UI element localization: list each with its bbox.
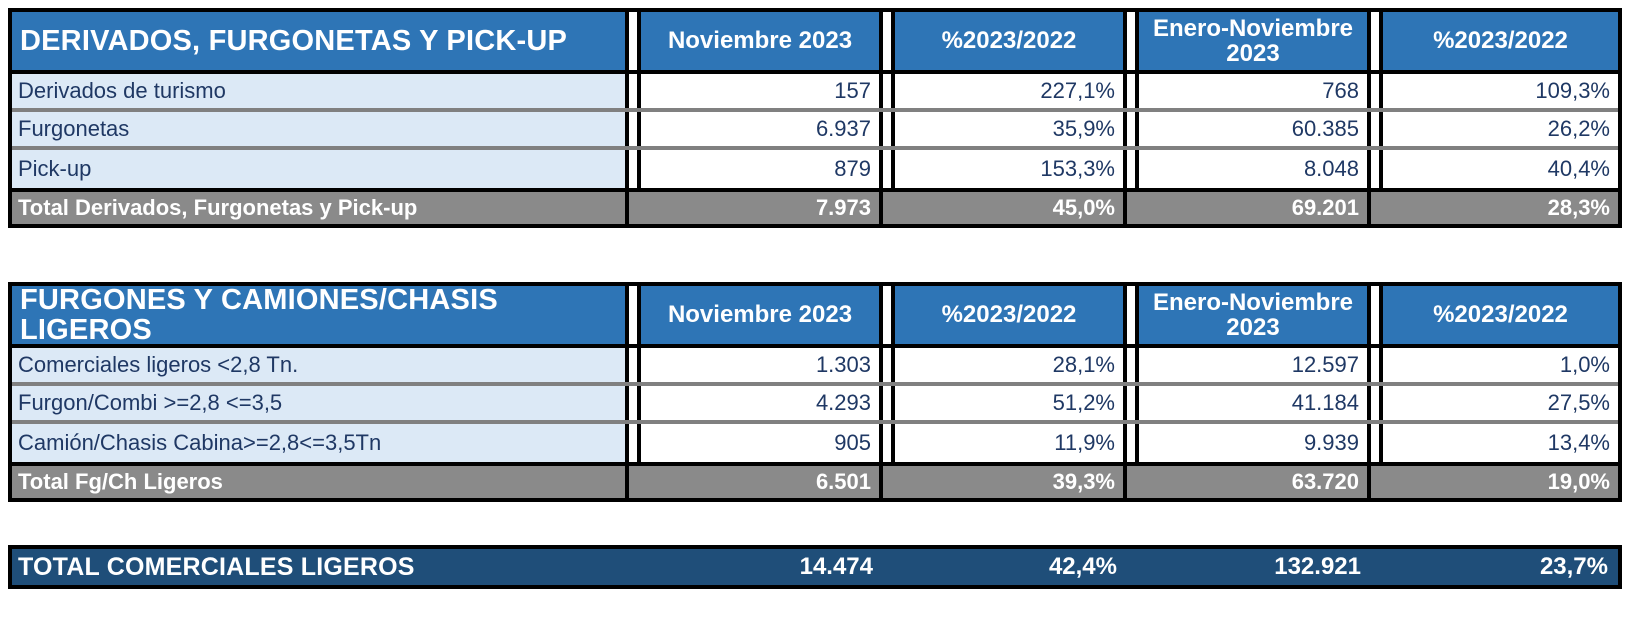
total-row: Total Derivados, Furgonetas y Pick-up 7.… [12, 188, 1618, 224]
cell-value: 153,3% [891, 150, 1127, 188]
table-title: DERIVADOS, FURGONETAS Y PICK-UP [12, 12, 629, 70]
cell-value: 4.293 [637, 386, 883, 420]
cell-value: 51,2% [891, 386, 1127, 420]
cell-value: 41.184 [1135, 386, 1371, 420]
total-value: 6.501 [637, 466, 883, 498]
total-label: Total Derivados, Furgonetas y Pick-up [12, 192, 629, 224]
row-label: Camión/Chasis Cabina>=2,8<=3,5Tn [12, 424, 629, 462]
table-row: Camión/Chasis Cabina>=2,8<=3,5Tn 905 11,… [12, 424, 1618, 462]
cell-value: 12.597 [1135, 348, 1371, 382]
cell-value: 905 [637, 424, 883, 462]
cell-value: 60.385 [1135, 112, 1371, 146]
table-row: Derivados de turismo 157 227,1% 768 109,… [12, 74, 1618, 112]
cell-value: 1,0% [1379, 348, 1618, 382]
table-row: Comerciales ligeros <2,8 Tn. 1.303 28,1%… [12, 348, 1618, 386]
total-row: Total Fg/Ch Ligeros 6.501 39,3% 63.720 1… [12, 462, 1618, 498]
total-value: 28,3% [1547, 195, 1610, 220]
table-derivados-furgonetas-pickup: DERIVADOS, FURGONETAS Y PICK-UP Noviembr… [8, 8, 1622, 228]
row-label: Derivados de turismo [12, 74, 629, 108]
row-label: Furgon/Combi >=2,8 <=3,5 [12, 386, 629, 420]
column-header-noviembre: Noviembre 2023 [637, 286, 883, 344]
total-value: 7.973 [637, 192, 883, 224]
column-header-pct-acumulado: %2023/2022 [1379, 286, 1618, 344]
table-row: Furgon/Combi >=2,8 <=3,5 4.293 51,2% 41.… [12, 386, 1618, 424]
table-header-row: DERIVADOS, FURGONETAS Y PICK-UP Noviembr… [12, 12, 1618, 74]
grand-total-value: 14.474 [799, 553, 873, 580]
cell-value: 35,9% [891, 112, 1127, 146]
grand-total-value: 23,7% [1539, 553, 1608, 580]
total-value: 69.201 [1135, 192, 1371, 224]
cell-value: 879 [637, 150, 883, 188]
column-header-pct-mes: %2023/2022 [891, 286, 1127, 344]
cell-value: 6.937 [637, 112, 883, 146]
cell-value: 227,1% [891, 74, 1127, 108]
table-header-row: FURGONES Y CAMIONES/CHASIS LIGEROS Novie… [12, 284, 1618, 348]
column-header-pct-acumulado: %2023/2022 [1379, 12, 1618, 70]
table-furgones-camiones-chasis: FURGONES Y CAMIONES/CHASIS LIGEROS Novie… [8, 282, 1622, 502]
cell-value: 9.939 [1135, 424, 1371, 462]
cell-value: 40,4% [1379, 150, 1618, 188]
spacer [8, 228, 1622, 282]
grand-total-value: 42,4% [1048, 553, 1117, 580]
grand-total-bar: TOTAL COMERCIALES LIGEROS 14.474 42,4% 1… [8, 545, 1622, 589]
total-value: 19,0% [1547, 469, 1610, 494]
grand-total-label: TOTAL COMERCIALES LIGEROS [18, 552, 415, 581]
cell-value: 768 [1135, 74, 1371, 108]
total-value: 45,0% [891, 192, 1127, 224]
table-row: Furgonetas 6.937 35,9% 60.385 26,2% [12, 112, 1618, 150]
cell-value: 27,5% [1379, 386, 1618, 420]
total-value: 63.720 [1135, 466, 1371, 498]
table-row: Pick-up 879 153,3% 8.048 40,4% [12, 150, 1618, 188]
report-page: DERIVADOS, FURGONETAS Y PICK-UP Noviembr… [8, 8, 1622, 589]
cell-value: 8.048 [1135, 150, 1371, 188]
cell-value: 109,3% [1379, 74, 1618, 108]
total-label: Total Fg/Ch Ligeros [12, 466, 629, 498]
column-header-noviembre: Noviembre 2023 [637, 12, 883, 70]
cell-value: 13,4% [1379, 424, 1618, 462]
table-title: FURGONES Y CAMIONES/CHASIS LIGEROS [12, 284, 629, 345]
cell-value: 157 [637, 74, 883, 108]
column-header-pct-mes: %2023/2022 [891, 12, 1127, 70]
cell-value: 1.303 [637, 348, 883, 382]
column-header-acumulado: Enero-Noviembre 2023 [1135, 286, 1371, 344]
grand-total-value: 132.921 [1274, 553, 1361, 580]
cell-value: 26,2% [1379, 112, 1618, 146]
total-value: 39,3% [891, 466, 1127, 498]
cell-value: 11,9% [891, 424, 1127, 462]
column-header-acumulado: Enero-Noviembre 2023 [1135, 12, 1371, 70]
spacer [8, 502, 1622, 545]
row-label: Pick-up [12, 150, 629, 188]
row-label: Comerciales ligeros <2,8 Tn. [12, 348, 629, 382]
cell-value: 28,1% [891, 348, 1127, 382]
row-label: Furgonetas [12, 112, 629, 146]
